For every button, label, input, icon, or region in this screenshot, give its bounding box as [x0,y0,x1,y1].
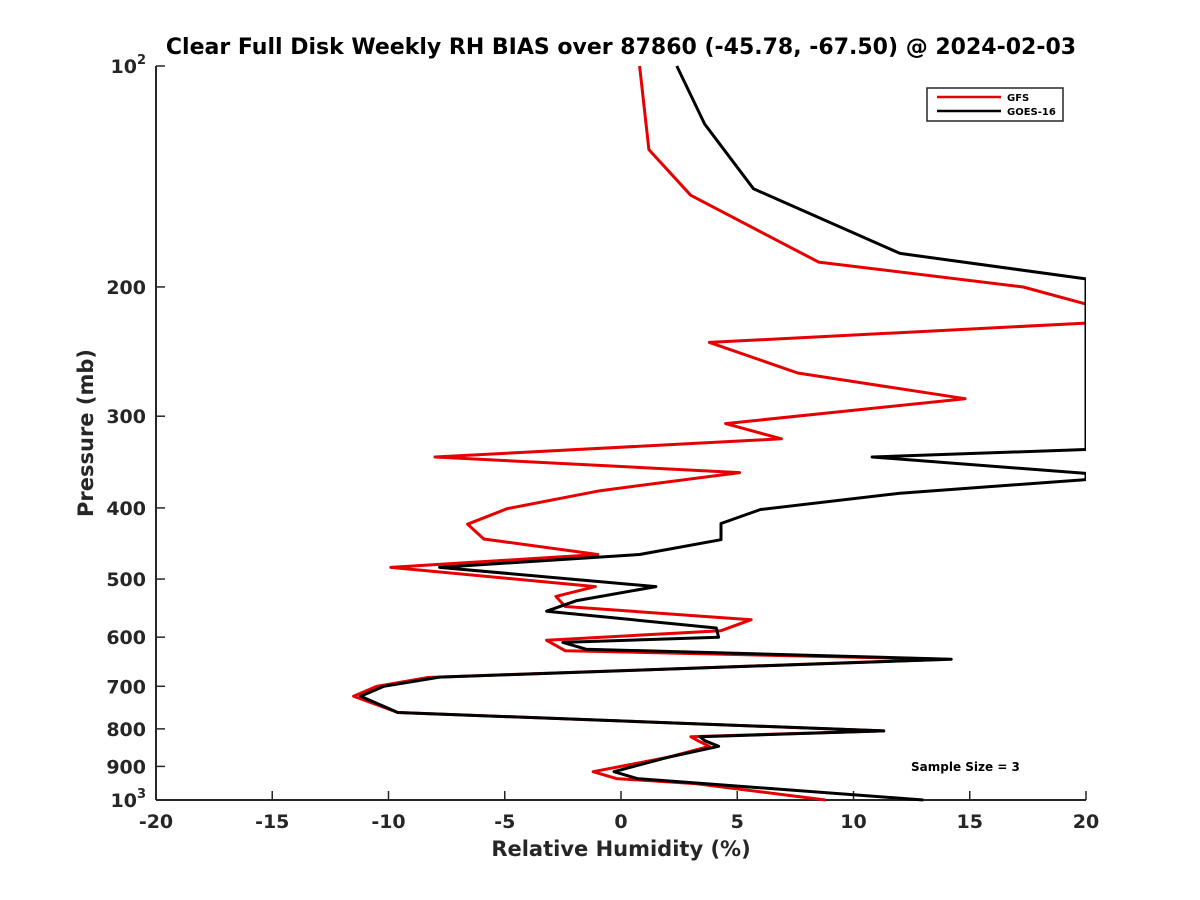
y-tick-label: 900 [106,756,146,778]
legend: GFS GOES-16 [926,87,1064,122]
y-tick-label: 102 [111,53,147,78]
legend-box [926,87,1064,122]
x-tick-label: 10 [840,811,866,833]
x-axis-label: Relative Humidity (%) [491,837,750,861]
y-axis-label: Pressure (mb) [74,349,98,517]
y-tick-label: 200 [106,277,146,299]
axis-ticks: -20 -15 -10 -5 0 5 10 15 20 102 200 300 400 500 600 700… [106,53,1099,833]
y-tick-label: 700 [106,676,146,698]
x-tick-label: -10 [371,811,405,833]
x-tick-label: 5 [731,811,744,833]
x-tick-label: -15 [255,811,289,833]
y-tick-label: 103 [111,787,147,812]
x-tick-label: -5 [494,811,515,833]
sample-size-annotation: Sample Size = 3 [911,760,1020,774]
x-tick-label: -20 [139,811,173,833]
y-tick-label: 800 [106,719,146,741]
series-line-gfs [352,65,1086,802]
legend-label: GFS [1007,93,1029,104]
y-tick-label: 300 [106,406,146,428]
y-tick-label: 600 [106,627,146,649]
y-tick-label: 500 [106,569,146,591]
x-tick-label: 0 [614,811,627,833]
chart-title: Clear Full Disk Weekly RH BIAS over 8786… [166,35,1076,60]
y-tick-label: 400 [106,498,146,520]
series-line-goes-16 [359,65,1086,802]
series-lines [352,65,1086,802]
legend-label: GOES-16 [1007,107,1056,118]
x-tick-label: 15 [957,811,983,833]
x-tick-label: 20 [1073,811,1099,833]
plot-axes [155,66,1086,801]
